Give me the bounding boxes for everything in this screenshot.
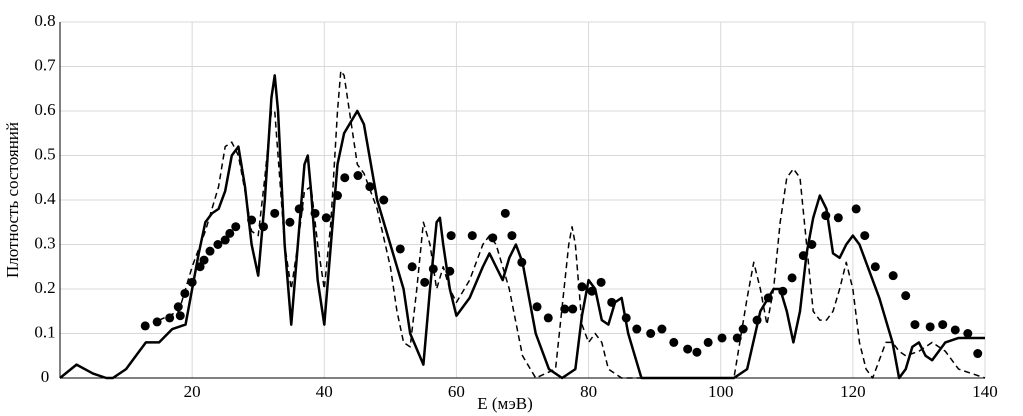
y-tick-label: 0.7 xyxy=(34,55,56,74)
data-point xyxy=(607,297,617,307)
data-point xyxy=(259,222,268,232)
data-point xyxy=(901,291,911,301)
data-point xyxy=(860,231,870,241)
data-point xyxy=(500,208,510,218)
data-point xyxy=(428,264,438,274)
data-point xyxy=(657,324,667,334)
data-point xyxy=(778,286,788,296)
data-point xyxy=(247,215,257,225)
data-point xyxy=(379,195,389,205)
data-point xyxy=(963,329,973,338)
x-tick-label: 40 xyxy=(316,382,333,401)
x-tick-label: 140 xyxy=(972,382,998,401)
data-point xyxy=(294,204,304,214)
y-tick-label: 0.2 xyxy=(34,278,55,297)
data-point xyxy=(596,277,606,287)
data-point xyxy=(973,349,983,359)
data-point xyxy=(568,304,578,314)
x-tick-label: 80 xyxy=(580,382,597,401)
data-point xyxy=(938,320,948,330)
data-line xyxy=(59,74,985,380)
data-point xyxy=(517,257,527,267)
data-point xyxy=(195,262,205,272)
data-point xyxy=(798,251,808,261)
data-point xyxy=(231,222,241,232)
data-point xyxy=(507,231,517,241)
data-point xyxy=(910,320,920,330)
data-point xyxy=(173,302,183,312)
y-axis-label: Плотность состояний xyxy=(3,122,22,278)
data-point xyxy=(621,313,631,323)
data-point xyxy=(683,344,693,354)
data-point xyxy=(175,311,185,321)
x-tick-label: 20 xyxy=(184,382,201,401)
data-point xyxy=(669,337,679,347)
data-point xyxy=(407,262,417,272)
data-point xyxy=(285,217,295,227)
data-point xyxy=(821,211,831,221)
data-point xyxy=(646,329,656,338)
data-point xyxy=(851,204,861,214)
data-point xyxy=(560,304,570,314)
data-point xyxy=(467,231,477,241)
data-point xyxy=(365,182,375,192)
data-point xyxy=(532,302,542,312)
data-point xyxy=(220,235,230,245)
y-tick-label: 0.5 xyxy=(34,144,55,163)
data-point xyxy=(420,277,430,287)
data-point xyxy=(587,286,597,296)
data-point xyxy=(717,333,727,343)
data-point xyxy=(738,324,748,334)
data-point xyxy=(205,246,215,256)
x-tick-label: 60 xyxy=(448,382,465,401)
data-point xyxy=(140,321,150,331)
data-point xyxy=(199,255,209,265)
data-point xyxy=(752,315,762,325)
data-point xyxy=(925,322,935,332)
data-point xyxy=(692,347,702,357)
data-point xyxy=(732,333,742,343)
data-point xyxy=(395,244,405,254)
data-point xyxy=(870,262,880,272)
data-point xyxy=(446,231,456,241)
data-point xyxy=(488,233,498,243)
data-point xyxy=(340,173,350,183)
data-line xyxy=(158,70,986,379)
data-point xyxy=(187,277,197,287)
data-point xyxy=(310,208,320,218)
data-point xyxy=(543,313,553,323)
data-point xyxy=(270,208,280,218)
data-point xyxy=(445,266,455,276)
y-tick-label: 0.3 xyxy=(34,233,55,252)
y-tick-label: 0.4 xyxy=(34,189,56,208)
data-point xyxy=(213,240,223,249)
x-axis-label: E (мэВ) xyxy=(477,394,533,413)
x-tick-label: 100 xyxy=(708,382,734,401)
y-tick-label: 0.1 xyxy=(34,322,55,341)
data-point xyxy=(577,282,587,292)
y-tick-label: 0.8 xyxy=(34,11,55,30)
data-point xyxy=(632,324,642,334)
data-point xyxy=(833,213,843,223)
data-point xyxy=(321,213,331,223)
data-point xyxy=(353,171,363,181)
data-point xyxy=(165,313,175,323)
data-point xyxy=(180,288,190,298)
y-tick-label: 0.6 xyxy=(34,100,55,119)
data-point xyxy=(225,228,235,238)
data-point xyxy=(152,317,162,327)
data-point xyxy=(888,271,898,281)
data-point xyxy=(787,273,797,283)
data-point xyxy=(807,240,817,249)
data-point xyxy=(703,337,713,347)
data-point xyxy=(950,325,960,335)
y-tick-label: 0 xyxy=(41,367,50,386)
data-point xyxy=(763,293,773,303)
x-tick-label: 120 xyxy=(840,382,866,401)
data-point xyxy=(333,191,342,201)
